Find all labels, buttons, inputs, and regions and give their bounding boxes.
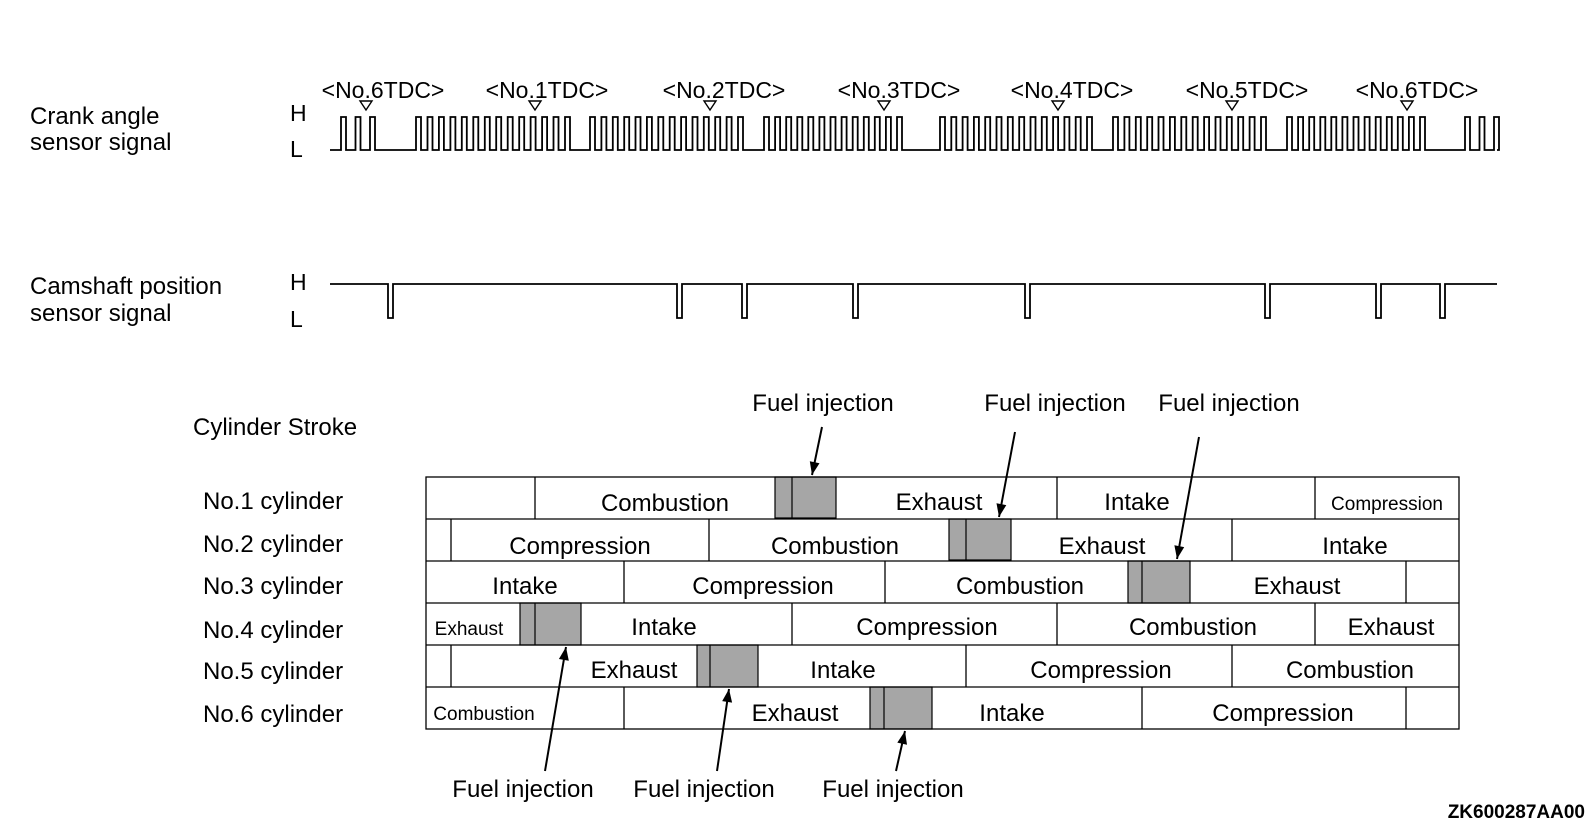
- injection-block: [1127, 560, 1191, 604]
- stroke-label: Combustion: [601, 490, 729, 517]
- stroke-label: Intake: [1322, 533, 1387, 560]
- tdc-label: <No.2TDC>: [663, 77, 786, 103]
- camshaft-high-label: H: [290, 269, 307, 295]
- arrowhead-icon: [1174, 545, 1185, 559]
- crank-label-line2: sensor signal: [30, 129, 171, 156]
- cylinder-name: No.6 cylinder: [203, 701, 343, 728]
- cylinder-name: No.2 cylinder: [203, 531, 343, 558]
- crank-waveform: [330, 116, 1500, 151]
- stroke-label: Combustion: [1129, 614, 1257, 641]
- tdc-marker-icon: [1050, 100, 1066, 112]
- fuel-injection-label: Fuel injection: [752, 390, 893, 417]
- stroke-label: Intake: [810, 657, 875, 684]
- stroke-label: Combustion: [433, 704, 534, 725]
- stroke-label: Compression: [1030, 657, 1171, 684]
- tdc-label: <No.6TDC>: [322, 77, 445, 103]
- callout-arrows: [544, 426, 1200, 772]
- callout-arrow-line: [1176, 436, 1200, 560]
- callout-arrow-line: [716, 688, 730, 772]
- fuel-injection-callouts-top: Fuel injection Fuel injection Fuel injec…: [752, 390, 1299, 417]
- cylinder-names: No.1 cylinder No.2 cylinder No.3 cylinde…: [203, 488, 343, 728]
- crank-high-label: H: [290, 100, 307, 126]
- tdc-marker-icon: [702, 100, 718, 112]
- tdc-marker-icon: [527, 100, 543, 112]
- stroke-label: Combustion: [956, 573, 1084, 600]
- camshaft-signal-section: Camshaft position sensor signal H L: [30, 269, 1497, 332]
- tdc-markers: [358, 100, 1415, 112]
- camshaft-waveform: [330, 283, 1497, 319]
- stroke-label: Compression: [509, 533, 650, 560]
- stroke-labels: Combustion Exhaust Intake Compression Co…: [433, 489, 1443, 727]
- stroke-label: Intake: [1104, 489, 1169, 516]
- fuel-injection-label: Fuel injection: [984, 390, 1125, 417]
- stroke-label: Compression: [1212, 700, 1353, 727]
- injection-block: [519, 602, 582, 646]
- stroke-label: Exhaust: [752, 700, 839, 727]
- stroke-label: Exhaust: [896, 489, 983, 516]
- tdc-marker-icon: [358, 100, 374, 112]
- crank-signal-section: Crank angle sensor signal H L <No.6TDC> …: [30, 77, 1500, 162]
- cylinder-name: No.4 cylinder: [203, 617, 343, 644]
- cylinder-name: No.3 cylinder: [203, 573, 343, 600]
- fuel-injection-label: Fuel injection: [822, 776, 963, 803]
- stroke-table-grid: [425, 476, 1460, 730]
- tdc-label: <No.3TDC>: [838, 77, 961, 103]
- injection-block: [774, 476, 837, 519]
- injection-blocks: [519, 476, 1191, 730]
- arrowhead-icon: [809, 461, 820, 475]
- tdc-marker-icon: [876, 100, 892, 112]
- cylinder-stroke-section: Cylinder Stroke No.1 cylinder No.2 cylin…: [193, 390, 1460, 803]
- camshaft-label-line1: Camshaft position: [30, 273, 222, 300]
- callout-arrow-line: [998, 431, 1016, 518]
- camshaft-low-label: L: [290, 306, 303, 332]
- stroke-label: Compression: [856, 614, 997, 641]
- crank-label-line1: Crank angle: [30, 103, 159, 130]
- fuel-injection-label: Fuel injection: [452, 776, 593, 803]
- arrowhead-icon: [897, 731, 907, 745]
- stroke-label: Compression: [692, 573, 833, 600]
- stroke-label: Intake: [631, 614, 696, 641]
- fuel-injection-label: Fuel injection: [633, 776, 774, 803]
- fuel-injection-label: Fuel injection: [1158, 390, 1299, 417]
- tdc-label: <No.1TDC>: [486, 77, 609, 103]
- stroke-label: Exhaust: [1059, 533, 1146, 560]
- crank-low-label: L: [290, 136, 303, 162]
- figure-code: ZK600287AA00: [1448, 802, 1585, 823]
- tdc-labels: <No.6TDC> <No.1TDC> <No.2TDC> <No.3TDC> …: [322, 77, 1479, 103]
- injection-block: [696, 644, 759, 688]
- injection-block: [948, 518, 1012, 561]
- stroke-label: Compression: [1331, 494, 1443, 515]
- tdc-marker-icon: [1224, 100, 1240, 112]
- stroke-label: Exhaust: [1254, 573, 1341, 600]
- stroke-label: Exhaust: [1348, 614, 1435, 641]
- stroke-label: Combustion: [771, 533, 899, 560]
- arrowhead-icon: [722, 689, 733, 703]
- arrowhead-icon: [558, 647, 569, 661]
- tdc-label: <No.5TDC>: [1186, 77, 1309, 103]
- arrowhead-icon: [996, 503, 1007, 517]
- stroke-label: Intake: [979, 700, 1044, 727]
- callout-arrow-line: [544, 646, 567, 772]
- cylinder-name: No.1 cylinder: [203, 488, 343, 515]
- injection-block: [869, 686, 933, 730]
- stroke-table-title: Cylinder Stroke: [193, 414, 357, 441]
- cylinder-name: No.5 cylinder: [203, 658, 343, 685]
- stroke-label: Exhaust: [591, 657, 678, 684]
- tdc-label: <No.6TDC>: [1356, 77, 1479, 103]
- tdc-label: <No.4TDC>: [1011, 77, 1134, 103]
- tdc-marker-icon: [1399, 100, 1415, 112]
- fuel-injection-callouts-bottom: Fuel injection Fuel injection Fuel injec…: [452, 776, 963, 803]
- stroke-label: Exhaust: [435, 619, 504, 640]
- stroke-label: Intake: [492, 573, 557, 600]
- camshaft-label-line2: sensor signal: [30, 300, 171, 327]
- stroke-label: Combustion: [1286, 657, 1414, 684]
